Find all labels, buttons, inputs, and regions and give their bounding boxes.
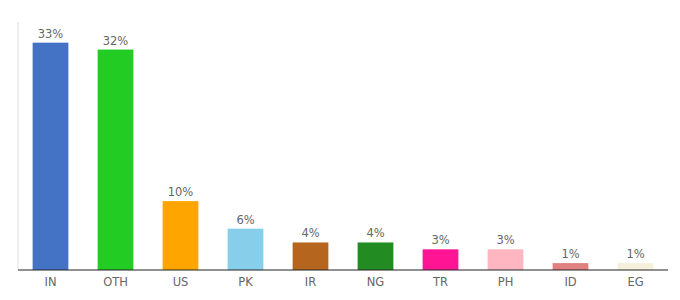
data-label: 6% (236, 213, 254, 227)
data-label: 4% (366, 226, 384, 240)
data-label: 3% (431, 233, 449, 247)
x-axis-line (18, 270, 668, 271)
chart: IN OTH US PK IR NG TR PH ID EG 33% 32% 10% 6% 4% 4% 3% 3%… (0, 0, 680, 300)
bars (33, 43, 654, 270)
bar (488, 249, 524, 270)
data-label: 33% (38, 27, 64, 41)
x-tick-label: ID (564, 275, 576, 289)
data-label: 10% (168, 185, 194, 199)
bar (228, 229, 264, 270)
x-tick-label: IR (305, 275, 316, 289)
bar (423, 249, 459, 270)
x-tick-label: US (173, 275, 189, 289)
bar (618, 263, 654, 270)
x-tick-label: PK (238, 275, 253, 289)
bar (33, 43, 69, 270)
x-tick-label: TR (432, 275, 448, 289)
bar (553, 263, 589, 270)
data-label: 32% (103, 34, 129, 48)
bar (293, 242, 329, 270)
data-label: 1% (561, 247, 579, 261)
bar (358, 242, 394, 270)
bar (98, 50, 134, 270)
x-tick-label: IN (45, 275, 57, 289)
x-tick-label: NG (367, 275, 385, 289)
bar (163, 201, 199, 270)
x-tick-label: EG (627, 275, 643, 289)
data-label: 4% (301, 226, 319, 240)
data-label: 3% (496, 233, 514, 247)
y-axis-line (18, 22, 19, 270)
x-tick-label: OTH (103, 275, 128, 289)
data-label: 1% (626, 247, 644, 261)
x-tick-label: PH (498, 275, 514, 289)
